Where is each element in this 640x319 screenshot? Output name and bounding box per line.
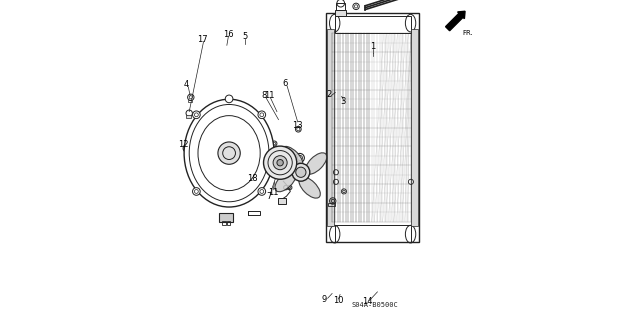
- Ellipse shape: [282, 146, 303, 168]
- Circle shape: [296, 167, 306, 177]
- Ellipse shape: [299, 177, 321, 198]
- Circle shape: [225, 95, 233, 103]
- Circle shape: [218, 142, 240, 164]
- Circle shape: [258, 188, 266, 195]
- Bar: [335, 225, 411, 242]
- Bar: [222, 221, 226, 225]
- Text: 1: 1: [370, 42, 375, 51]
- Bar: [327, 29, 334, 226]
- Bar: [227, 221, 230, 225]
- Circle shape: [193, 188, 200, 195]
- Text: 13: 13: [292, 121, 302, 130]
- Text: 5: 5: [243, 32, 248, 41]
- Text: 14: 14: [362, 297, 372, 306]
- Text: S04A-B0500C: S04A-B0500C: [352, 302, 399, 308]
- Text: 12: 12: [178, 140, 189, 149]
- Text: 11: 11: [268, 188, 278, 197]
- Bar: [219, 213, 233, 222]
- Bar: [335, 16, 411, 33]
- Text: 6: 6: [282, 79, 287, 88]
- Bar: [186, 115, 191, 118]
- Bar: [188, 100, 192, 102]
- Ellipse shape: [184, 99, 274, 207]
- Text: 11: 11: [264, 91, 274, 100]
- Bar: [326, 13, 419, 242]
- Text: 8: 8: [262, 91, 267, 100]
- Circle shape: [273, 156, 287, 170]
- Bar: [185, 151, 189, 153]
- Circle shape: [193, 111, 200, 119]
- Circle shape: [292, 163, 310, 181]
- FancyArrow shape: [445, 11, 465, 31]
- Text: 7: 7: [266, 192, 271, 201]
- Text: FR.: FR.: [462, 30, 473, 35]
- Circle shape: [277, 160, 284, 166]
- Bar: [328, 203, 335, 206]
- Text: 17: 17: [196, 35, 207, 44]
- Text: 16: 16: [223, 30, 234, 39]
- Text: 10: 10: [333, 296, 344, 305]
- Ellipse shape: [305, 153, 327, 174]
- Bar: [335, 10, 346, 16]
- Bar: [248, 211, 260, 215]
- Text: 9: 9: [321, 295, 326, 304]
- Text: 18: 18: [247, 174, 257, 182]
- Text: 2: 2: [326, 90, 332, 99]
- Circle shape: [264, 146, 297, 179]
- Text: 3: 3: [340, 97, 346, 106]
- Bar: [336, 3, 345, 10]
- Text: 4: 4: [184, 80, 189, 89]
- Circle shape: [258, 111, 266, 119]
- Ellipse shape: [275, 170, 296, 192]
- Bar: [411, 29, 418, 226]
- Bar: [278, 198, 285, 204]
